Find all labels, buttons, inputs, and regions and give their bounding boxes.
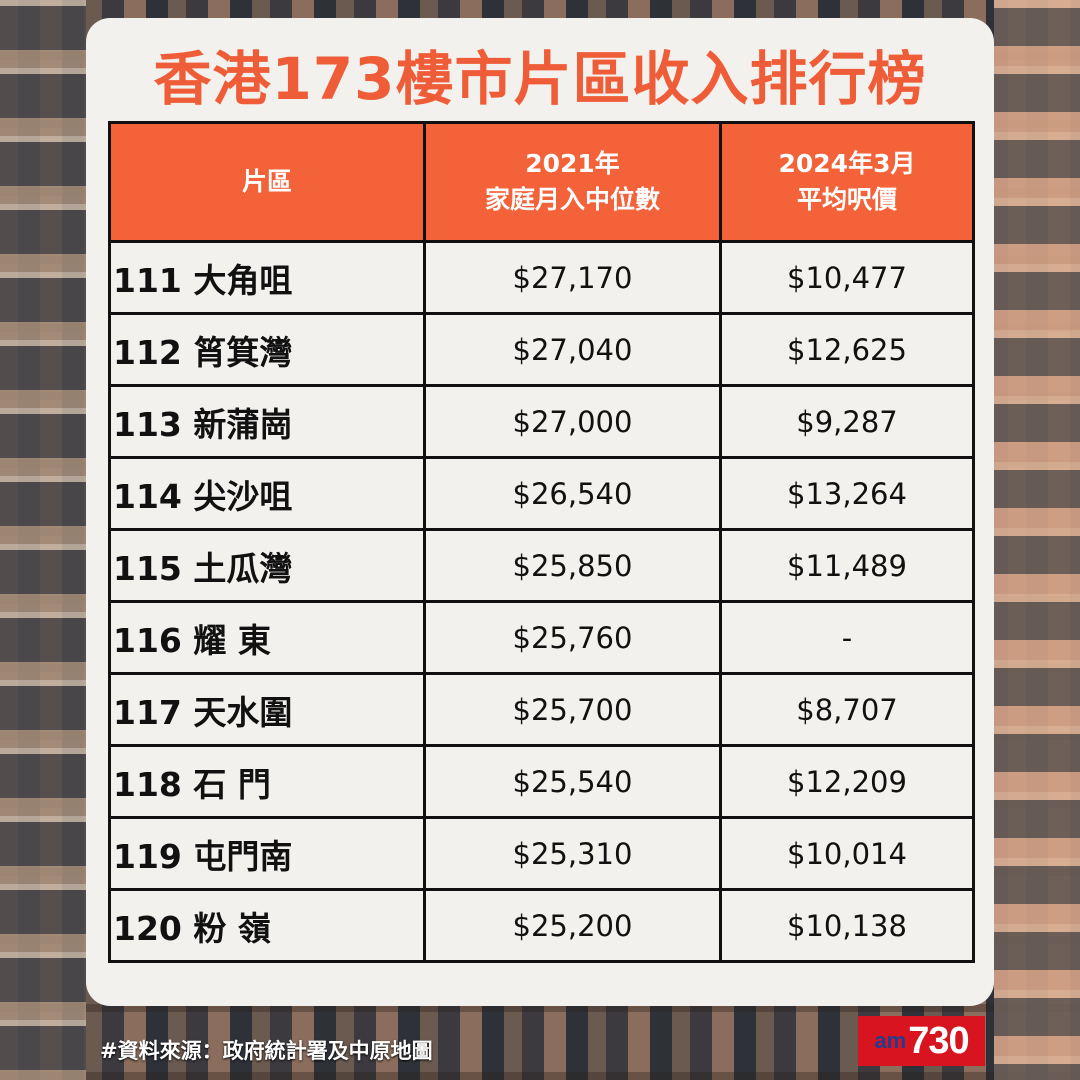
cell-income: $27,040 xyxy=(423,312,722,387)
header-income: 2021年家庭月入中位數 xyxy=(423,121,722,243)
cell-area: 116 耀 東 xyxy=(108,600,426,675)
header-area-label: 片區 xyxy=(241,167,292,196)
header-income-line1: 2021年 xyxy=(525,149,620,178)
cell-income: $26,540 xyxy=(423,456,722,531)
page-title: 香港173樓市片區收入排行榜 xyxy=(153,45,927,113)
table-header-row: 片區 2021年家庭月入中位數 2024年3月 平均呎價 xyxy=(108,121,975,243)
header-income-line2: 家庭月入中位數 xyxy=(484,185,660,214)
background-building-left xyxy=(0,0,86,1080)
table-row: 120 粉 嶺 $25,200 $10,138 xyxy=(108,888,975,963)
cell-income: $25,540 xyxy=(423,744,722,819)
table-row: 112 筲箕灣 $27,040 $12,625 xyxy=(108,312,975,387)
table-row: 111 大角咀 $27,170 $10,477 xyxy=(108,240,975,315)
table-row: 114 尖沙咀 $26,540 $13,264 xyxy=(108,456,975,531)
cell-area: 119 屯門南 xyxy=(108,816,426,891)
cell-price: $10,138 xyxy=(719,888,975,963)
cell-area: 112 筲箕灣 xyxy=(108,312,426,387)
header-price-line1: 2024年3月 xyxy=(778,149,916,178)
ranking-table: 片區 2021年家庭月入中位數 2024年3月 平均呎價 111 大角咀 $27,1… xyxy=(108,121,975,963)
cell-income: $27,000 xyxy=(423,384,722,459)
table-row: 118 石 門 $25,540 $12,209 xyxy=(108,744,975,819)
cell-price: $12,209 xyxy=(719,744,975,819)
cell-area: 118 石 門 xyxy=(108,744,426,819)
cell-area: 120 粉 嶺 xyxy=(108,888,426,963)
am730-logo: am 730 xyxy=(858,1016,985,1066)
table-row: 117 天水圍 $25,700 $8,707 xyxy=(108,672,975,747)
table-row: 119 屯門南 $25,310 $10,014 xyxy=(108,816,975,891)
background-building-right xyxy=(994,0,1080,1080)
cell-income: $25,700 xyxy=(423,672,722,747)
logo-number: 730 xyxy=(908,1019,969,1062)
header-price-line2: 平均呎價 xyxy=(796,185,897,214)
table-row: 116 耀 東 $25,760- xyxy=(108,600,975,675)
cell-area: 117 天水圍 xyxy=(108,672,426,747)
header-area: 片區 xyxy=(108,121,426,243)
cell-price: $10,014 xyxy=(719,816,975,891)
cell-income: $25,760 xyxy=(423,600,722,675)
logo-prefix: am xyxy=(874,1028,907,1053)
cell-price: $13,264 xyxy=(719,456,975,531)
cell-area: 115 土瓜灣 xyxy=(108,528,426,603)
cell-price: - xyxy=(719,600,975,675)
cell-area: 113 新蒲崗 xyxy=(108,384,426,459)
cell-price: $11,489 xyxy=(719,528,975,603)
table-row: 113 新蒲崗 $27,000 $9,287 xyxy=(108,384,975,459)
header-price: 2024年3月 平均呎價 xyxy=(719,121,975,243)
ranking-card: 香港173樓市片區收入排行榜 片區 2021年家庭月入中位數 2024年3月 平均… xyxy=(86,18,994,1006)
cell-area: 111 大角咀 xyxy=(108,240,426,315)
cell-area: 114 尖沙咀 xyxy=(108,456,426,531)
cell-price: $8,707 xyxy=(719,672,975,747)
cell-price: $9,287 xyxy=(719,384,975,459)
cell-price: $10,477 xyxy=(719,240,975,315)
table-row: 115 土瓜灣 $25,850 $11,489 xyxy=(108,528,975,603)
source-note: #資料來源：政府統計署及中原地圖 xyxy=(100,1039,433,1063)
cell-income: $25,200 xyxy=(423,888,722,963)
cell-income: $25,850 xyxy=(423,528,722,603)
cell-income: $25,310 xyxy=(423,816,722,891)
cell-price: $12,625 xyxy=(719,312,975,387)
cell-income: $27,170 xyxy=(423,240,722,315)
